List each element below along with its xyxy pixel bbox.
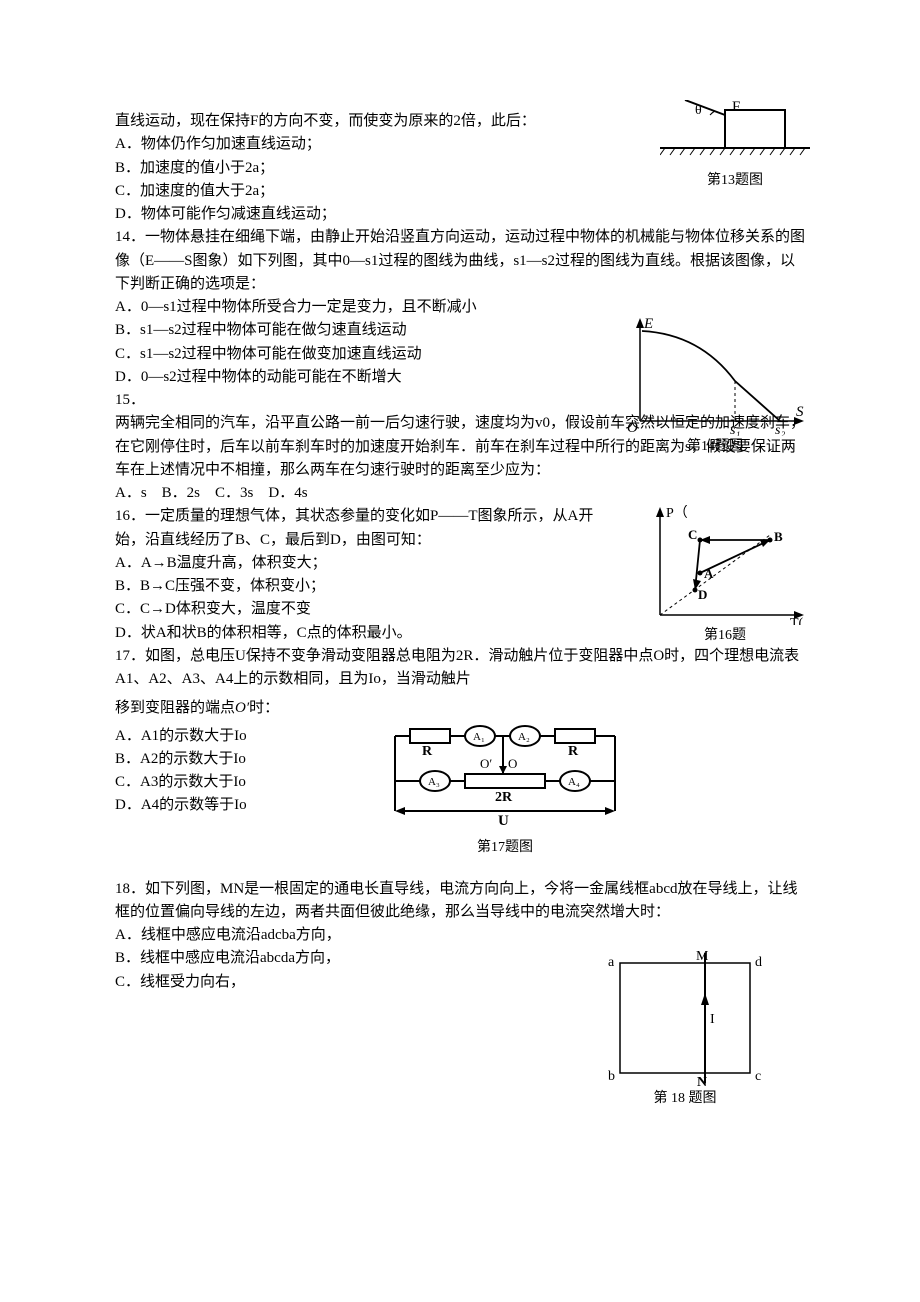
q13-block: θ F 第13题图 直线运动，现在保持F的方向不变，而使变为原来的2倍，此后： …	[115, 110, 805, 226]
q16-B: B	[774, 529, 783, 544]
svg-text:a: a	[608, 955, 615, 970]
q16-D: D	[698, 587, 707, 602]
q13-caption: 第13题图	[655, 170, 815, 192]
q14-s2: s₂	[775, 423, 785, 436]
q16-caption: 第16题	[635, 625, 815, 647]
q15-opts: A．s B．2s C．3s D．4s	[115, 482, 805, 505]
q13-svg: θ F	[660, 100, 810, 170]
q13-theta: θ	[695, 103, 702, 118]
q13-F: F	[732, 100, 740, 115]
svg-text:R: R	[422, 744, 433, 759]
svg-text:A₄: A₄	[568, 776, 580, 788]
q16-C: C	[688, 527, 697, 542]
svg-text:I: I	[710, 1012, 715, 1027]
svg-text:b: b	[608, 1069, 615, 1084]
q14-E: E	[643, 316, 653, 332]
q13-optD: D．物体可能作匀减速直线运动；	[115, 203, 805, 226]
q18-svg: a d b c M N I	[600, 948, 770, 1088]
q16-A: A	[704, 566, 714, 581]
q18-stem: 18．如下列图，MN是一根固定的通电长直导线，电流方向向上，今将一金属线框abc…	[115, 878, 805, 925]
q18-optA: A．线框中感应电流沿adcba方向，	[115, 924, 805, 947]
q14-caption: 第14题图	[615, 436, 815, 458]
q16-block: P（ T( A B C D 第16题 16．一定质量的理想气体，其状态参量的变化…	[115, 505, 805, 645]
svg-text:A₁: A₁	[473, 731, 485, 743]
q16-T: T(	[790, 616, 804, 625]
q18-caption: 第 18 题图	[595, 1088, 775, 1110]
q14-svg: E S O s₁ s₂	[620, 316, 810, 436]
svg-text:A₃: A₃	[428, 776, 440, 788]
q17-figure: R R A₁ A₂ A₃ A₄ O′ O 2R U 第17题图	[375, 721, 635, 859]
q17-stem2b: O′	[235, 700, 249, 716]
q14-figure: E S O s₁ s₂ 第14题图	[615, 316, 815, 458]
svg-text:2R: 2R	[495, 790, 513, 805]
svg-text:c: c	[755, 1069, 761, 1084]
svg-text:U: U	[498, 813, 509, 829]
q17-stem2: 移到变阻器的端点O′时：	[115, 697, 805, 720]
q17-stem1: 17．如图，总电压U保持不变争滑动变阻器总电阻为2R．滑动触片位于变阻器中点O时…	[115, 645, 805, 692]
q18-block: 18．如下列图，MN是一根固定的通电长直导线，电流方向向上，今将一金属线框abc…	[115, 878, 805, 994]
svg-text:A₂: A₂	[518, 731, 530, 743]
q17-svg: R R A₁ A₂ A₃ A₄ O′ O 2R U	[380, 721, 630, 831]
svg-text:O: O	[508, 756, 517, 771]
q14-stem: 14．一物体悬挂在细绳下端，由静止开始沿竖直方向运动，运动过程中物体的机械能与物…	[115, 226, 805, 296]
q13-figure: θ F 第13题图	[655, 100, 815, 192]
svg-text:M: M	[696, 949, 709, 964]
q14-block: 14．一物体悬挂在细绳下端，由静止开始沿竖直方向运动，运动过程中物体的机械能与物…	[115, 226, 805, 505]
q16-P: P（	[666, 505, 688, 521]
q16-svg: P（ T( A B C D	[640, 505, 810, 625]
q14-O: O	[627, 420, 638, 436]
svg-text:N: N	[697, 1075, 707, 1088]
q18-figure: a d b c M N I 第 18 题图	[595, 948, 775, 1110]
svg-text:O′: O′	[480, 756, 492, 771]
q14-S: S	[796, 404, 804, 420]
q17-block: 17．如图，总电压U保持不变争滑动变阻器总电阻为2R．滑动触片位于变阻器中点O时…	[115, 645, 805, 878]
q14-s1: s₁	[730, 423, 740, 436]
q17-caption: 第17题图	[375, 837, 635, 859]
svg-text:d: d	[755, 955, 762, 970]
q16-figure: P（ T( A B C D 第16题	[635, 505, 815, 647]
svg-text:R: R	[568, 744, 579, 759]
q17-stem2a: 移到变阻器的端点	[115, 700, 235, 716]
q17-stem2c: 时：	[249, 700, 279, 716]
